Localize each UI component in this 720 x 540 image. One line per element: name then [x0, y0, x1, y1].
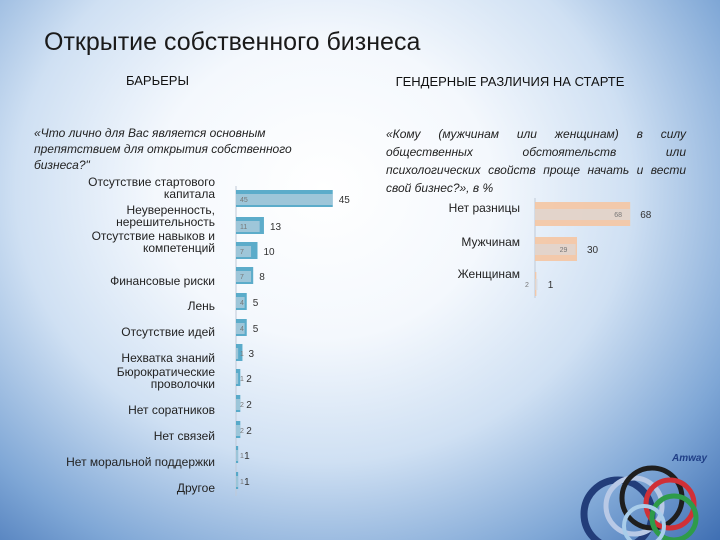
barriers-bar-b — [236, 373, 239, 384]
barriers-category-label: компетенций — [143, 241, 215, 255]
barriers-category-label: Лень — [188, 299, 215, 313]
barriers-category-label: проволочки — [151, 377, 215, 391]
barriers-value-b: 1 — [240, 479, 244, 486]
barriers-bar-b — [236, 297, 245, 308]
barriers-value-a: 13 — [270, 222, 282, 233]
gender-category-label: Нет разницы — [449, 201, 520, 215]
gender-bar-b — [535, 244, 576, 255]
gender-value-a: 1 — [548, 280, 554, 291]
barriers-category-label: Нет моральной поддержки — [66, 455, 215, 469]
barriers-value-a: 45 — [339, 195, 351, 206]
barriers-value-a: 3 — [248, 349, 254, 360]
gender-category-label: Мужчинам — [461, 235, 520, 249]
barriers-value-a: 1 — [244, 477, 250, 488]
barriers-bar-b — [236, 450, 239, 461]
gender-chart: 68 68 Нет разницы 29 30 Мужчинам 2 1 Женщинам — [449, 198, 652, 298]
barriers-value-a: 2 — [246, 426, 252, 437]
barriers-category-label: Другое — [177, 481, 215, 495]
gender-category-label: Женщинам — [458, 267, 520, 281]
barriers-value-a: 10 — [264, 247, 276, 258]
barriers-bar-b — [236, 271, 252, 282]
barriers-bar-b — [236, 246, 252, 257]
barriers-value-b: 7 — [240, 249, 244, 256]
barriers-value-b: 11 — [240, 224, 247, 231]
gender-heading: ГЕНДЕРНЫЕ РАЗЛИЧИЯ НА СТАРТЕ — [395, 74, 625, 89]
gender-value-a: 30 — [587, 245, 599, 256]
barriers-category-label: Отсутствие стартового — [88, 175, 215, 189]
barriers-question: «Что лично для Вас является основным пре… — [34, 126, 292, 172]
barriers-bar-a — [236, 344, 243, 361]
barriers-value-b: 2 — [240, 402, 244, 409]
gender-bar-b — [535, 209, 631, 220]
amway-logo: Amway — [672, 453, 708, 464]
barriers-heading: БАРЬЕРЫ — [126, 73, 189, 88]
barriers-category-label: Отсутствие идей — [121, 325, 215, 339]
barriers-value-b: 7 — [240, 274, 244, 281]
barriers-value-a: 1 — [244, 451, 250, 462]
barriers-bar-b — [236, 399, 241, 410]
barriers-value-a: 5 — [253, 324, 259, 335]
barriers-category-label: Нет связей — [154, 429, 215, 443]
barriers-category-label: нерешительность — [116, 215, 215, 229]
barriers-value-a: 2 — [246, 374, 252, 385]
barriers-bar-b — [236, 425, 241, 436]
barriers-value-a: 5 — [253, 298, 259, 309]
gender-question: «Кому (мужчинам или женщинам) в силу общ… — [386, 127, 686, 195]
barriers-category-label: Отсутствие навыков и — [92, 229, 215, 243]
barriers-category-label: Бюрократические — [117, 365, 216, 379]
amway-rings-logo — [580, 465, 699, 540]
barriers-value-a: 8 — [259, 272, 265, 283]
barriers-category-label: Финансовые риски — [110, 274, 215, 288]
gender-bar-b — [535, 279, 538, 290]
gender-value-b: 2 — [525, 282, 529, 289]
barriers-bar-b — [236, 221, 260, 232]
barriers-value-b: 4 — [240, 300, 244, 307]
barriers-category-label: Нет соратников — [128, 403, 215, 417]
barriers-value-b: 2 — [240, 428, 244, 435]
barriers-bar-b — [236, 476, 239, 487]
barriers-category-label: Неуверенность, — [127, 203, 215, 217]
page-title: Открытие собственного бизнеса — [44, 28, 421, 56]
barriers-value-a: 2 — [246, 400, 252, 411]
barriers-category-label: капитала — [164, 187, 215, 201]
gender-value-b: 29 — [560, 247, 568, 254]
barriers-bar-b — [236, 194, 333, 205]
gender-value-a: 68 — [640, 210, 652, 221]
barriers-bar-b — [236, 348, 239, 359]
barriers-value-b: 4 — [240, 326, 244, 333]
barriers-value-b: 1 — [240, 453, 244, 460]
barriers-category-label: Нехватка знаний — [121, 351, 215, 365]
barriers-value-b: 1 — [240, 376, 244, 383]
barriers-bar-b — [236, 323, 245, 334]
barriers-value-b: 45 — [240, 197, 248, 204]
barriers-value-b: 1 — [240, 351, 244, 358]
gender-value-b: 68 — [614, 212, 622, 219]
